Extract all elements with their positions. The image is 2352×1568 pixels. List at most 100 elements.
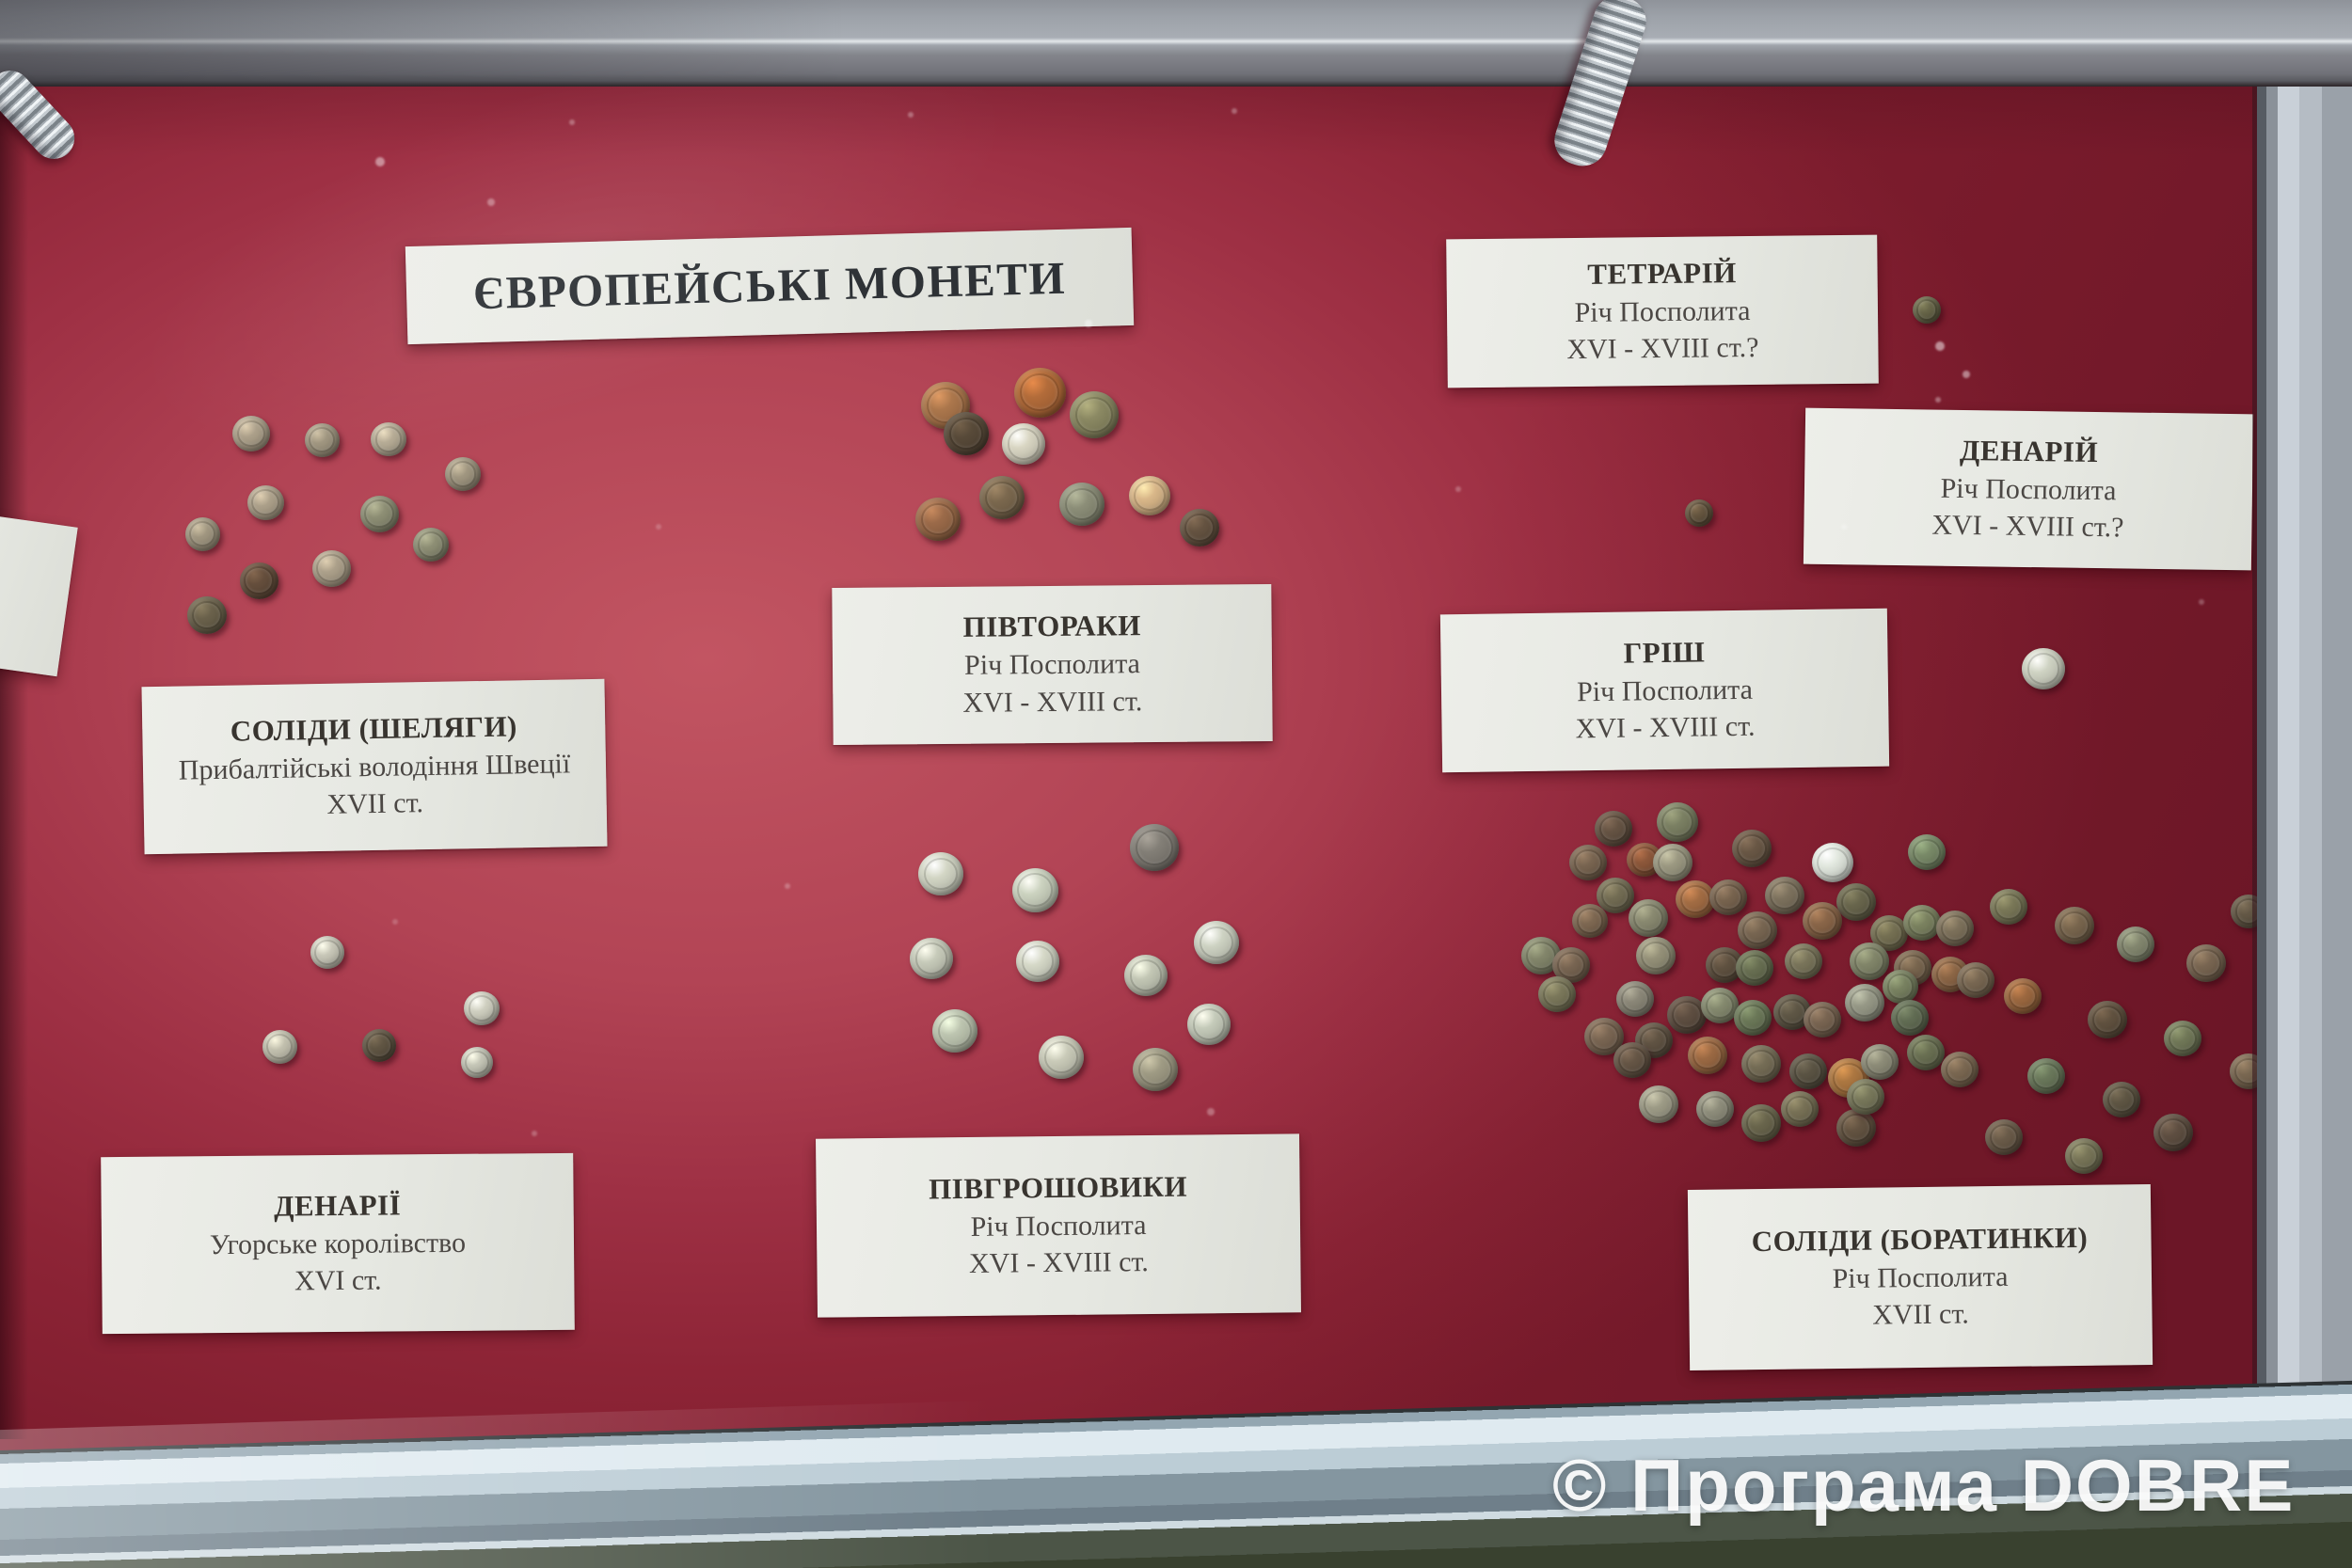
label-origin: Прибалтійські володіння Швеції bbox=[178, 748, 571, 786]
coin bbox=[1629, 899, 1668, 937]
coin bbox=[944, 412, 989, 455]
coin bbox=[1572, 904, 1608, 938]
coin bbox=[2088, 1001, 2127, 1038]
coin bbox=[1936, 911, 1974, 946]
label-period: XVI - XVIII ст. bbox=[1575, 711, 1756, 745]
coin bbox=[1736, 950, 1773, 986]
coin bbox=[1059, 483, 1104, 526]
coin bbox=[1789, 1053, 1827, 1089]
coin bbox=[1636, 937, 1676, 974]
coin bbox=[1990, 889, 2027, 925]
coin bbox=[1194, 921, 1239, 964]
label-hrish: ГРІШ Річ Посполита XVI - XVIII ст. bbox=[1439, 608, 1890, 773]
coin bbox=[1584, 1018, 1624, 1055]
coin bbox=[1613, 1042, 1651, 1078]
coin bbox=[1676, 880, 1715, 918]
coin bbox=[1732, 830, 1772, 867]
coin bbox=[1657, 802, 1698, 842]
coin bbox=[1016, 941, 1059, 982]
label-denarii-uhorski: ДЕНАРІЇ Угорське королівство XVI ст. bbox=[101, 1152, 575, 1335]
coin bbox=[1180, 509, 1219, 546]
coin bbox=[187, 596, 227, 634]
coin bbox=[2055, 907, 2094, 944]
coin bbox=[1653, 844, 1692, 881]
coin bbox=[1688, 1037, 1727, 1074]
label-origin: Річ Посполита bbox=[963, 648, 1141, 682]
coin bbox=[1011, 867, 1058, 912]
coin bbox=[1891, 1000, 1929, 1036]
label-tetrarii: ТЕТРАРІЙ Річ Посполита XVI - XVIII ст.? bbox=[1446, 234, 1879, 388]
label-pivhroshovyky: ПІВГРОШОВИКИ Річ Посполита XVI - XVIII с… bbox=[816, 1133, 1301, 1318]
label-coin-name: ДЕНАРІЇ bbox=[273, 1188, 402, 1223]
coin bbox=[1130, 824, 1179, 871]
label-origin: Річ Посполита bbox=[1576, 673, 1754, 708]
label-coin-name: ДЕНАРІЙ bbox=[1959, 433, 2099, 468]
coin bbox=[311, 549, 351, 587]
coin bbox=[1133, 1048, 1178, 1091]
coin bbox=[1845, 984, 1884, 1022]
coin bbox=[1957, 962, 1994, 998]
coin bbox=[1781, 1091, 1819, 1127]
coin bbox=[1913, 296, 1941, 324]
label-origin: Річ Посполита bbox=[1832, 1260, 2009, 1294]
coin bbox=[1667, 996, 1707, 1034]
label-period: XVII ст. bbox=[326, 787, 424, 821]
coin bbox=[461, 1047, 493, 1078]
label-origin: Річ Посполита bbox=[1940, 472, 2117, 507]
coin bbox=[1569, 845, 1607, 880]
label-origin: Угорське королівство bbox=[209, 1227, 467, 1261]
coin bbox=[1738, 911, 1777, 949]
coin bbox=[1639, 1085, 1678, 1123]
coin bbox=[1804, 1002, 1841, 1037]
label-period: XVII ст. bbox=[1872, 1298, 1969, 1332]
label-denarii-rich-pospolyta: ДЕНАРІЙ Річ Посполита XVI - XVIII ст.? bbox=[1803, 407, 2254, 571]
coin bbox=[1941, 1052, 1979, 1087]
label-coin-name: СОЛІДИ (ШЕЛЯГИ) bbox=[230, 709, 518, 748]
coin bbox=[1685, 499, 1713, 527]
coin bbox=[2186, 944, 2226, 982]
label-origin: Річ Посполита bbox=[970, 1209, 1147, 1243]
coin bbox=[246, 484, 284, 520]
label-period: XVI - XVIII ст. bbox=[962, 686, 1143, 719]
coin bbox=[979, 476, 1025, 519]
coin bbox=[1741, 1045, 1781, 1083]
label-coin-name: ГРІШ bbox=[1623, 635, 1706, 670]
coin bbox=[184, 516, 220, 551]
coin bbox=[1812, 843, 1853, 882]
coin bbox=[1907, 1035, 1945, 1070]
coin bbox=[445, 457, 481, 491]
coin bbox=[2117, 927, 2154, 962]
coin bbox=[1785, 943, 1822, 979]
label-coin-name: ПІВТОРАКИ bbox=[962, 609, 1141, 644]
case-frame-top bbox=[0, 0, 2352, 87]
coin bbox=[2164, 1021, 2201, 1056]
coin bbox=[1734, 1000, 1772, 1036]
coin bbox=[1985, 1119, 2023, 1155]
coin bbox=[1803, 902, 1842, 940]
coin bbox=[915, 498, 961, 541]
label-europeiski-monety: ЄВРОПЕЙСЬКІ МОНЕТИ bbox=[405, 227, 1135, 345]
coin bbox=[2065, 1138, 2103, 1174]
coin bbox=[262, 1029, 297, 1064]
coin bbox=[1741, 1104, 1781, 1142]
coin bbox=[2022, 648, 2065, 689]
coin bbox=[1129, 476, 1170, 515]
coin bbox=[910, 938, 953, 979]
coin bbox=[1850, 942, 1889, 980]
coin bbox=[1903, 905, 1941, 941]
label-origin: Річ Посполита bbox=[1574, 294, 1751, 328]
coin bbox=[2027, 1058, 2065, 1094]
case-frame-top-shadow bbox=[0, 0, 847, 87]
case-frame-right bbox=[2252, 0, 2352, 1568]
coin bbox=[362, 1029, 396, 1062]
left-edge-shadow bbox=[0, 75, 28, 1439]
coin bbox=[1883, 970, 1918, 1004]
coin bbox=[464, 991, 500, 1025]
exhibit-title: ЄВРОПЕЙСЬКІ МОНЕТИ bbox=[472, 251, 1067, 319]
coin bbox=[1847, 1079, 1884, 1115]
